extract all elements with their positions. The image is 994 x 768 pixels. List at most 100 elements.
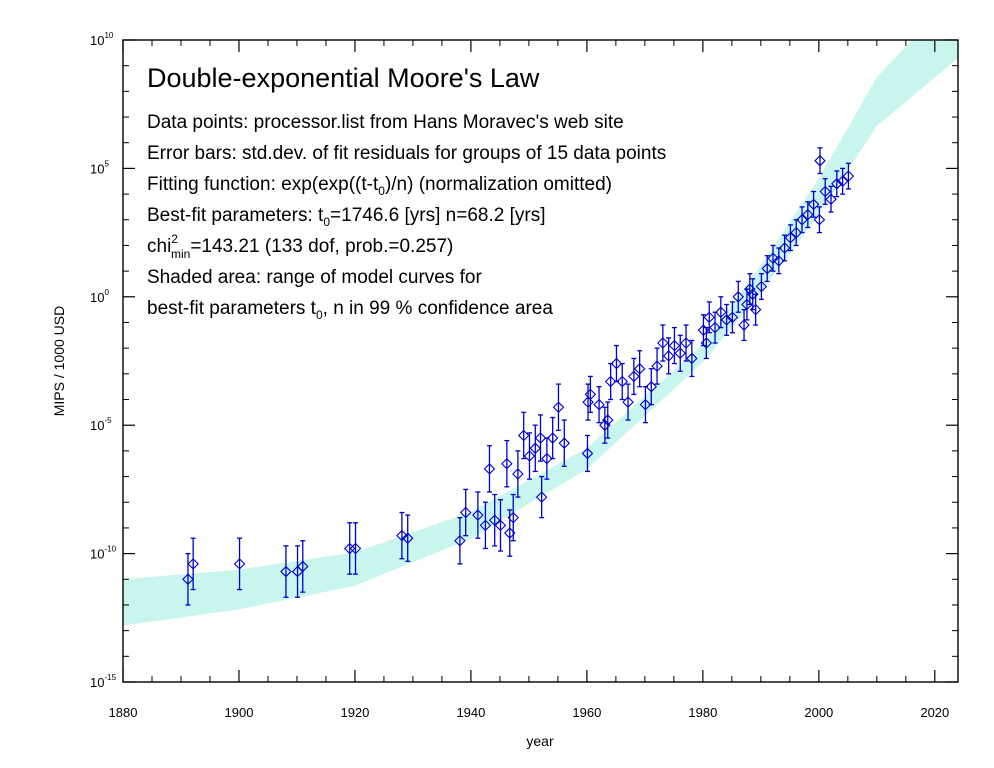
- data-point: [488, 493, 501, 547]
- data-point: [610, 344, 623, 383]
- x-tick-label: 1940: [456, 705, 485, 720]
- annotation-line-2: Error bars: std.dev. of fit residuals fo…: [147, 143, 666, 164]
- diamond-marker: [802, 208, 814, 221]
- data-point: [401, 514, 414, 562]
- diamond-marker: [657, 337, 669, 349]
- data-point: [767, 244, 779, 272]
- diamond-marker: [610, 357, 623, 370]
- x-tick-label: 2000: [804, 705, 833, 720]
- data-point: [584, 375, 597, 414]
- data-point: [581, 434, 594, 473]
- diamond-marker: [280, 565, 292, 578]
- axes-layer: 1880 1900 1920 1940 1960 1980 2000 2020 10-15 10-…: [90, 31, 959, 720]
- diamond-marker: [784, 231, 797, 244]
- diamond-marker: [700, 337, 713, 349]
- x-axis-label: year: [526, 733, 554, 749]
- diamond-marker: [668, 339, 681, 352]
- diamond-marker: [584, 388, 597, 401]
- data-point: [726, 301, 739, 334]
- diamond-marker: [651, 360, 663, 372]
- data-point: [546, 416, 559, 460]
- data-point: [778, 234, 791, 262]
- diamond-marker: [715, 306, 727, 318]
- diamond-marker: [813, 213, 826, 226]
- diamond-marker: [796, 213, 808, 226]
- data-point: [523, 432, 536, 480]
- diamond-marker: [628, 370, 640, 383]
- diamond-marker: [529, 442, 542, 455]
- data-point: [709, 311, 721, 344]
- diamond-marker: [517, 429, 530, 442]
- diamond-marker: [558, 437, 571, 449]
- diamond-marker: [755, 280, 768, 293]
- diamond-marker: [488, 514, 501, 526]
- data-point: [796, 206, 808, 234]
- x-tick-label: 1980: [688, 705, 717, 720]
- diamond-marker: [709, 321, 721, 334]
- plot-frame: [122, 39, 959, 683]
- diamond-marker: [622, 396, 634, 408]
- x-tick-label: 1960: [572, 705, 601, 720]
- data-point: [703, 301, 716, 334]
- x-tick-label: 2020: [920, 705, 949, 720]
- data-point: [529, 424, 542, 473]
- y-tick-label: 10-10: [90, 545, 117, 562]
- diamond-marker: [749, 303, 762, 316]
- diamond-marker: [662, 350, 675, 362]
- data-point: [343, 522, 356, 575]
- data-point: [715, 296, 727, 329]
- data-point: [657, 324, 669, 362]
- diamond-marker: [674, 347, 687, 360]
- diamond-marker: [479, 519, 492, 532]
- data-point: [700, 326, 713, 360]
- y-tick-label: 100: [90, 288, 109, 305]
- data-point: [633, 350, 646, 388]
- diamond-marker: [343, 542, 356, 555]
- data-point: [454, 516, 466, 565]
- diamond-marker: [494, 519, 507, 532]
- data-point: [720, 303, 733, 336]
- data-point: [680, 324, 692, 362]
- data-point: [459, 488, 472, 537]
- data-point: [686, 339, 698, 378]
- y-tick-label: 10-5: [90, 416, 112, 433]
- diamond-marker: [790, 226, 802, 239]
- data-point: [593, 386, 605, 424]
- data-point: [494, 499, 507, 552]
- data-point: [472, 491, 484, 539]
- diamond-marker: [472, 509, 484, 521]
- data-point: [483, 445, 496, 493]
- annotation-line-7: best-fit parameters t0, n in 99 % confid…: [147, 298, 553, 322]
- y-tick-label: 105: [90, 159, 109, 176]
- chart-title: Double-exponential Moore's Law: [147, 63, 540, 93]
- diamond-marker: [296, 560, 309, 573]
- data-point: [825, 185, 837, 213]
- diamond-marker: [807, 198, 820, 211]
- diamond-marker: [819, 185, 831, 198]
- data-point: [552, 383, 565, 431]
- diamond-marker: [686, 352, 698, 365]
- diamond-marker: [593, 398, 605, 411]
- data-point: [831, 170, 843, 198]
- data-point: [732, 280, 745, 313]
- data-point: [534, 414, 547, 462]
- data-point: [512, 450, 524, 498]
- data-point: [790, 219, 802, 247]
- data-point: [628, 357, 640, 396]
- diamond-marker: [726, 311, 739, 324]
- diamond-marker: [746, 288, 759, 301]
- data-point: [674, 334, 687, 372]
- diamond-marker: [552, 401, 565, 414]
- data-point: [784, 224, 797, 252]
- data-point: [749, 293, 762, 326]
- diamond-marker: [633, 362, 646, 375]
- diamond-marker: [349, 542, 362, 555]
- annotation-line-6: Shaded area: range of model curves for: [147, 267, 482, 288]
- data-point: [813, 206, 826, 234]
- data-point: [558, 419, 571, 467]
- diamond-marker: [738, 319, 750, 331]
- data-point: [604, 362, 617, 401]
- diamond-marker: [541, 452, 553, 465]
- data-point: [280, 545, 292, 598]
